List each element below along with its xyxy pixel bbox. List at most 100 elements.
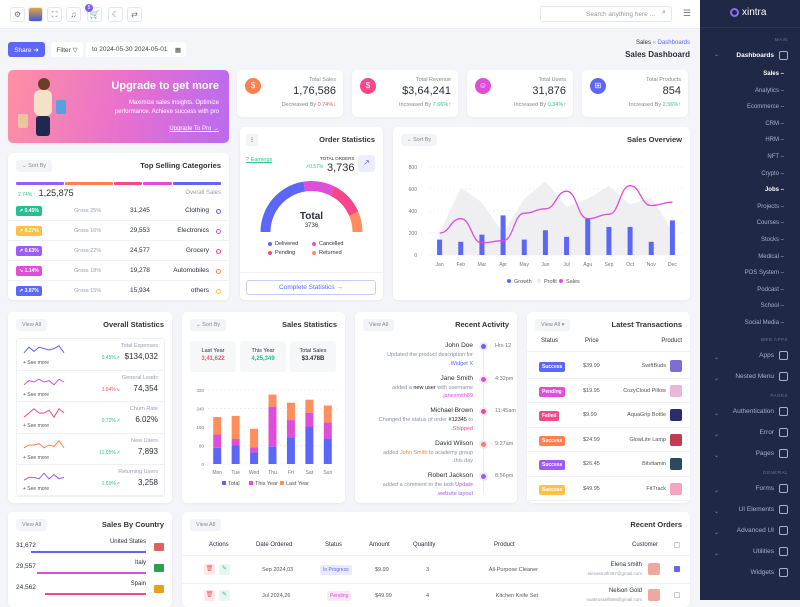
settings-icon[interactable]: ⚙ <box>10 7 25 22</box>
last-year-bar-segment[interactable] <box>286 402 295 421</box>
growth-bar[interactable] <box>585 218 591 255</box>
sidebar-item-ui-elements[interactable]: UI Elements <box>739 504 788 514</box>
cart-icon[interactable]: 🛒 5 <box>85 4 102 22</box>
edit-icon[interactable]: ✎ <box>219 590 230 601</box>
notification-icon[interactable]: ♫ <box>66 7 81 22</box>
moon-icon[interactable]: ☾ <box>108 7 123 22</box>
this-year-bar-segment[interactable] <box>323 422 332 439</box>
sidebar-item-social-media[interactable]: Social Media – <box>744 320 784 326</box>
activity-text-part[interactable]: Update <box>455 482 473 488</box>
sidebar-item-analytics[interactable]: Analytics – <box>754 87 784 94</box>
breadcrumb-current[interactable]: Dashboards <box>657 40 690 46</box>
filter-button[interactable]: Filter ▽ <box>51 42 83 57</box>
breadcrumb-parent[interactable]: Sales <box>635 40 651 46</box>
sidebar-item-hrm[interactable]: HRM – <box>765 137 784 144</box>
chevron-down-icon[interactable]: ⌄ <box>714 410 720 417</box>
growth-bar[interactable] <box>458 241 464 255</box>
sidebar-item-crm[interactable]: CRM – <box>765 120 784 127</box>
menu-toggle-icon[interactable]: ☰ <box>683 8 692 18</box>
sidebar-item-nested-menu[interactable]: Nested Menu <box>735 371 788 381</box>
growth-bar[interactable] <box>564 236 570 255</box>
date-range-input[interactable]: to 2024-05-30 2024-05-01 ▦ <box>86 42 186 57</box>
earnings-link[interactable]: ? Earnings <box>246 157 273 163</box>
donut-slice-pending[interactable] <box>330 186 359 216</box>
search-input[interactable]: Search anything here ... <box>540 6 672 22</box>
more-options-icon[interactable]: ⁝ <box>246 134 258 146</box>
sidebar-item-medical[interactable]: Medical – <box>758 253 784 260</box>
chevron-down-icon[interactable]: ⌄ <box>714 487 720 494</box>
share-button[interactable]: Share ➜ <box>8 42 45 57</box>
sidebar-item-dashboards[interactable]: Dashboards <box>736 51 788 60</box>
chevron-down-icon[interactable]: ⌄ <box>714 508 720 515</box>
total-bar-segment[interactable] <box>250 452 259 464</box>
avatar[interactable] <box>28 7 43 22</box>
donut-slice-returned[interactable] <box>349 211 363 232</box>
brand-logo[interactable]: xintra <box>730 7 766 18</box>
sidebar-item-forms[interactable]: Forms <box>756 483 788 493</box>
total-bar-segment[interactable] <box>231 445 240 465</box>
growth-bar[interactable] <box>500 215 506 255</box>
chevron-down-icon[interactable]: ⌄ <box>714 375 720 382</box>
see-more-link[interactable]: + See more <box>23 360 49 366</box>
sidebar-item-widgets[interactable]: Widgets <box>751 567 788 577</box>
activity-text-part[interactable]: .Shipped <box>451 425 473 432</box>
sidebar-item-pos-system[interactable]: POS System – <box>744 270 784 277</box>
sidebar-item-nft[interactable]: NFT – <box>767 154 784 160</box>
sidebar-item-advanced-ui[interactable]: Advanced UI <box>737 525 788 535</box>
sidebar-item-school[interactable]: School – <box>760 303 784 310</box>
last-year-bar-segment[interactable] <box>323 405 332 423</box>
total-bar-segment[interactable] <box>213 447 222 464</box>
growth-bar[interactable] <box>437 239 443 255</box>
sidebar-item-sales[interactable]: Sales – <box>763 71 784 77</box>
activity-text-part[interactable]: .janesmith89 <box>441 393 473 399</box>
language-icon[interactable]: ⇄ <box>127 7 142 22</box>
complete-statistics-button[interactable]: Complete Statistics → <box>246 280 376 295</box>
last-year-bar-segment[interactable] <box>213 417 222 435</box>
sidebar-item-error[interactable]: Error <box>760 427 788 437</box>
sort-by-button[interactable]: ⌄ Sort By <box>16 160 53 172</box>
sidebar-item-crypto[interactable]: Crypto – <box>761 170 784 177</box>
growth-bar[interactable] <box>648 241 654 255</box>
delete-icon[interactable]: 🗑 <box>204 590 215 601</box>
activity-text-part[interactable]: .Widget X <box>449 360 473 367</box>
sort-by-button[interactable]: ⌄ Sort By <box>190 319 227 331</box>
this-year-bar-segment[interactable] <box>286 420 295 438</box>
last-year-bar-segment[interactable] <box>231 415 240 440</box>
donut-slice-cancelled[interactable] <box>303 181 335 196</box>
activity-text-part[interactable]: John Smith <box>399 449 428 456</box>
sidebar-item-projects[interactable]: Projects – <box>757 203 784 210</box>
view-all-button[interactable]: View All <box>16 519 48 531</box>
activity-text-part[interactable]: .website layout <box>436 490 473 497</box>
last-year-bar-segment[interactable] <box>268 394 277 407</box>
calendar-icon[interactable]: ▦ <box>174 46 181 54</box>
see-more-link[interactable]: + See more <box>23 454 49 461</box>
sidebar-item-apps[interactable]: Apps <box>759 350 788 360</box>
this-year-bar-segment[interactable] <box>268 406 277 447</box>
growth-bar[interactable] <box>542 230 548 255</box>
sidebar-item-courses[interactable]: Courses – <box>756 220 784 227</box>
total-bar-segment[interactable] <box>286 437 295 464</box>
view-all-button[interactable]: View All <box>363 319 395 331</box>
see-more-link[interactable]: + See more <box>23 486 49 493</box>
chevron-down-icon[interactable]: ⌄ <box>714 431 720 438</box>
this-year-bar-segment[interactable] <box>250 447 259 453</box>
sidebar-item-stocks[interactable]: Stocks – <box>760 237 784 243</box>
activity-text-part[interactable]: #12345 <box>448 417 467 423</box>
growth-bar[interactable] <box>479 234 485 255</box>
view-all-button[interactable]: View All ▾ <box>535 319 571 331</box>
total-bar-segment[interactable] <box>305 427 314 464</box>
total-bar-segment[interactable] <box>268 446 277 464</box>
trend-icon[interactable]: ↗ <box>358 155 375 172</box>
sort-by-button[interactable]: ⌄ Sort By <box>401 134 438 146</box>
see-more-link[interactable]: + See more <box>23 423 49 430</box>
edit-icon[interactable]: ✎ <box>219 564 230 575</box>
chevron-down-icon[interactable]: ⌄ <box>714 354 720 361</box>
sidebar-item-pages[interactable]: Pages <box>756 448 788 458</box>
sidebar-item-podcast[interactable]: Podcast – <box>757 286 784 293</box>
select-all-checkbox[interactable] <box>674 542 680 548</box>
delete-icon[interactable]: 🗑 <box>204 564 215 575</box>
this-year-bar-segment[interactable] <box>213 434 222 448</box>
chevron-up-icon[interactable]: ⌃ <box>714 55 720 61</box>
view-all-button[interactable]: View All <box>190 519 222 531</box>
this-year-bar-segment[interactable] <box>231 439 240 446</box>
